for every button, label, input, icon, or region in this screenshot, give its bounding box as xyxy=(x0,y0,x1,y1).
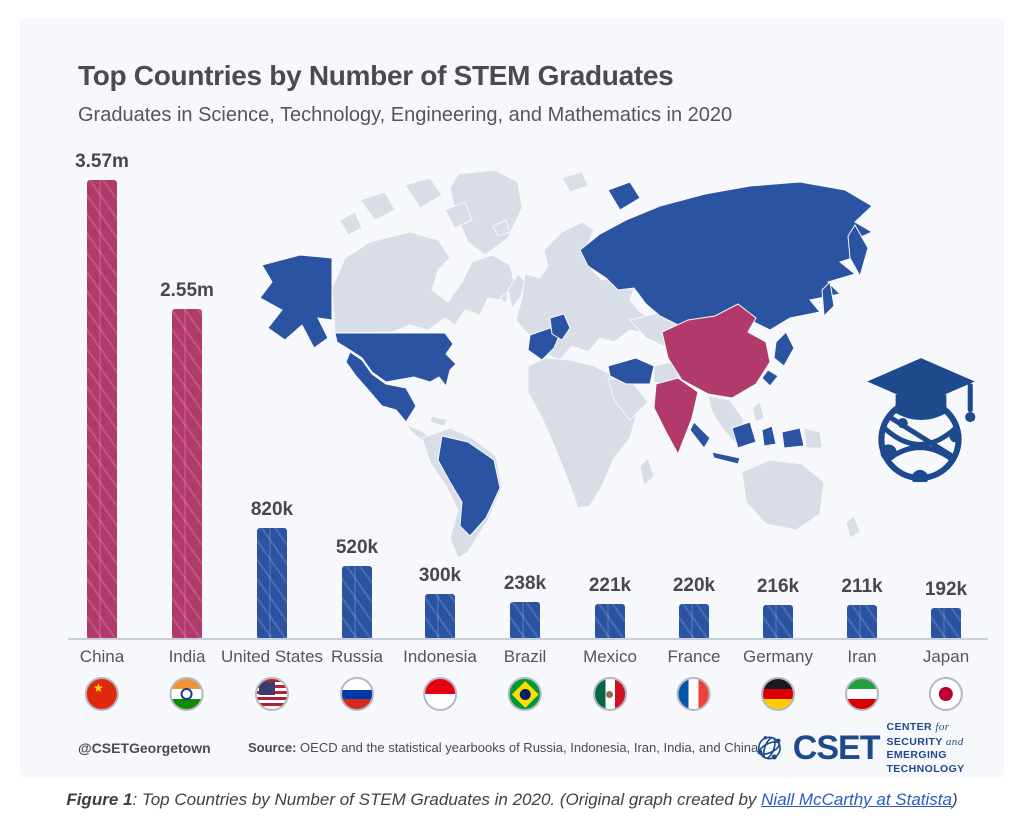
map-region-indonesia-sulawesi xyxy=(761,425,777,447)
country-label: Japan xyxy=(922,647,970,666)
map-region-russia-kamchatka xyxy=(847,224,869,278)
bar xyxy=(595,604,625,638)
flag-indonesia-icon xyxy=(422,677,457,711)
twitter-handle: @CSETGeorgetown xyxy=(78,740,211,756)
bar-value-label: 3.57m xyxy=(75,151,129,172)
bar xyxy=(679,604,709,638)
bar-value-label: 520k xyxy=(335,537,379,558)
bar-value-label: 220k xyxy=(672,575,716,596)
bar-column-brazil: 238k Brazil xyxy=(483,573,567,711)
flag-brazil-icon xyxy=(507,677,542,711)
map-region-france xyxy=(527,327,561,361)
bar xyxy=(87,180,117,638)
bar-value-label: 300k xyxy=(418,565,462,586)
country-label: France xyxy=(667,647,721,666)
country-label: Russia xyxy=(331,647,383,666)
caption-link[interactable]: Niall McCarthy at Statista xyxy=(761,790,952,809)
bar-column-france: 220k France xyxy=(652,575,736,711)
bar-column-japan: 192k Japan xyxy=(904,579,988,711)
map-region-brazil xyxy=(437,435,501,537)
bar xyxy=(931,608,961,638)
world-map-image xyxy=(259,170,874,559)
country-label: Iran xyxy=(847,647,877,666)
country-label: Mexico xyxy=(583,647,637,666)
cset-logo-text: CENTER for SECURITY and EMERGING TECHNOL… xyxy=(886,721,965,775)
chart-title: Top Countries by Number of STEM Graduate… xyxy=(78,60,674,91)
map-region-mexico xyxy=(345,351,417,423)
bar-column-mexico: 221k Mexico xyxy=(568,575,652,711)
infographic-card: Top Countries by Number of STEM Graduate… xyxy=(20,18,1004,778)
bar-column-indonesia: 300k Indonesia xyxy=(398,565,482,711)
bar-column-china: 3.57m China xyxy=(60,151,144,711)
bar-value-label: 192k xyxy=(924,579,968,600)
flag-iran-icon xyxy=(845,677,879,711)
cset-logo: CSET CENTER for SECURITY and EMERGING TE… xyxy=(753,720,1004,777)
source-note: Source: OECD and the statistical yearboo… xyxy=(248,740,758,755)
map-region-russia xyxy=(579,181,874,331)
map-region-china xyxy=(661,303,771,399)
flag-japan-icon xyxy=(928,677,963,711)
graduation-globe-icon xyxy=(867,358,976,482)
bar xyxy=(510,602,540,638)
bar xyxy=(172,309,202,638)
country-label: Brazil xyxy=(503,647,547,666)
bar xyxy=(342,566,372,638)
country-label: Germany xyxy=(743,647,813,666)
map-region-united-states xyxy=(334,332,457,388)
bar-value-label: 216k xyxy=(756,576,800,597)
map-region-japan-south xyxy=(761,369,779,387)
bar xyxy=(425,594,455,638)
map-region-indonesia-java xyxy=(711,451,741,465)
bar-value-label: 820k xyxy=(250,499,294,520)
flag-germany-icon xyxy=(760,677,795,711)
map-region-indonesia-sumatra xyxy=(689,421,711,449)
country-label: Indonesia xyxy=(403,647,477,666)
map-region-alaska xyxy=(259,254,333,349)
cset-globe-icon xyxy=(757,736,781,760)
map-region-russia-novaya-zemlya xyxy=(607,181,641,211)
country-label: China xyxy=(79,647,125,666)
map-pink-countries xyxy=(653,303,771,456)
figure-label: Figure 1 xyxy=(66,790,133,809)
source-label: Source: xyxy=(248,740,297,755)
flag-india-icon xyxy=(170,677,204,711)
bar-column-russia: 520k Russia xyxy=(315,537,399,711)
bar xyxy=(847,605,877,638)
bar-value-label: 211k xyxy=(841,576,883,597)
bar-column-germany: 216k Germany xyxy=(736,576,820,711)
source-text: OECD and the statistical yearbooks of Ru… xyxy=(300,740,759,755)
flag-united-states-icon xyxy=(255,677,289,711)
bar-column-india: 2.55m India xyxy=(145,280,229,711)
flag-russia-icon xyxy=(340,677,374,711)
bar-value-label: 221k xyxy=(588,575,632,596)
bar xyxy=(763,605,793,638)
map-region-indonesia-borneo xyxy=(731,421,757,449)
flag-china-icon xyxy=(84,677,119,711)
map-region-indonesia-papua xyxy=(781,427,805,449)
bar-column-united-states: 820k United States xyxy=(221,499,323,711)
caption-text: : Top Countries by Number of STEM Gradua… xyxy=(132,790,762,809)
bar-value-label: 238k xyxy=(503,573,547,594)
country-label: United States xyxy=(220,647,324,666)
flag-france-icon xyxy=(676,677,711,711)
cset-acronym: CSET xyxy=(792,729,881,768)
map-region-india xyxy=(653,377,699,456)
map-blue-countries xyxy=(259,181,874,537)
x-axis-line xyxy=(68,638,988,640)
chart-subtitle: Graduates in Science, Technology, Engine… xyxy=(78,104,733,126)
bar-column-iran: 211k Iran xyxy=(820,576,904,711)
bar xyxy=(257,528,287,638)
figure-caption: Figure 1: Top Countries by Number of STE… xyxy=(0,790,1024,810)
flag-mexico-icon xyxy=(592,677,627,711)
country-label: India xyxy=(168,647,206,666)
bar-value-label: 2.55m xyxy=(160,280,214,301)
map-region-japan xyxy=(773,331,795,367)
map-region-germany xyxy=(549,313,571,341)
map-region-russia-sakhalin xyxy=(821,280,835,318)
caption-close: ) xyxy=(951,790,958,809)
map-region-iran xyxy=(607,357,655,385)
